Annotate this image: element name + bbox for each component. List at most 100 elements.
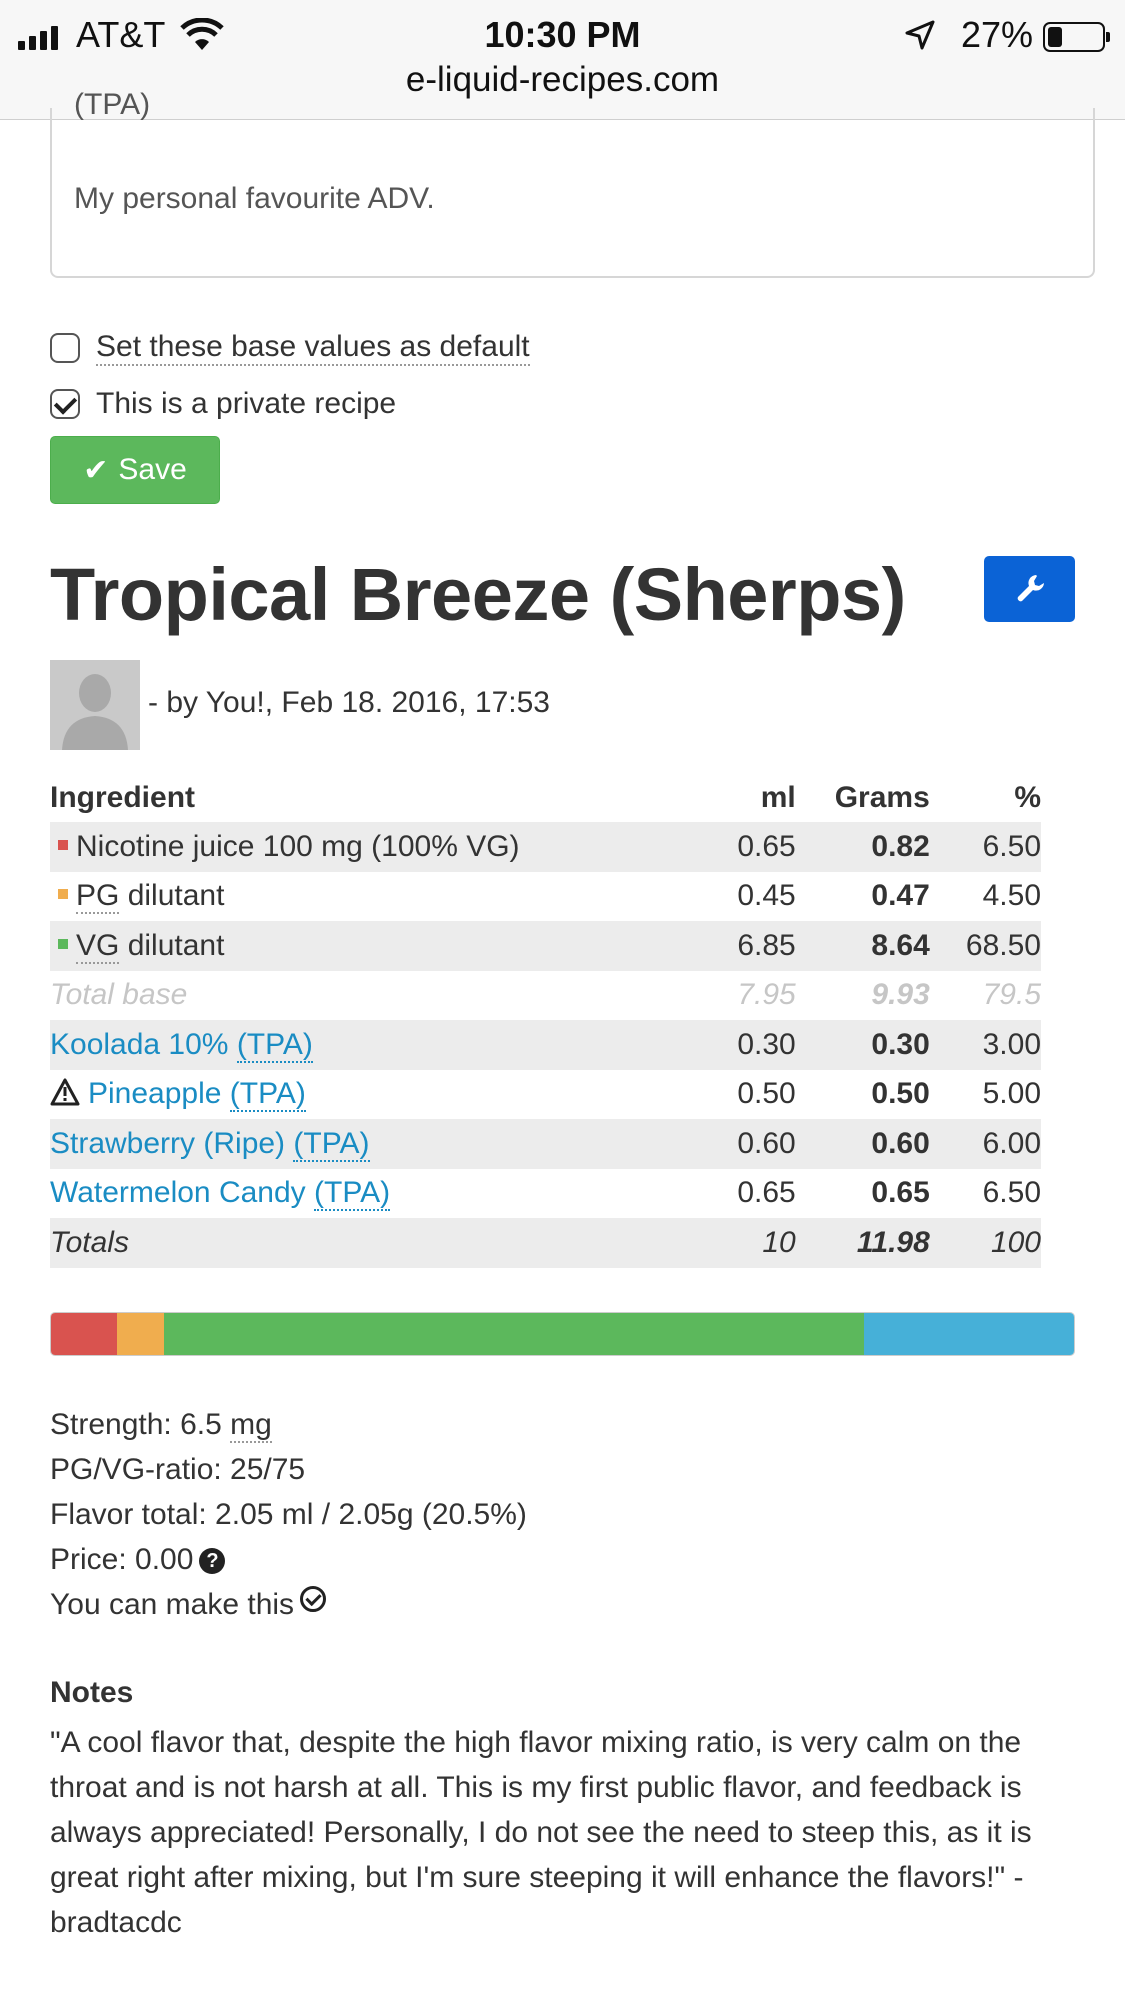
checkmark-icon: ✔ (83, 453, 109, 487)
color-swatch (58, 938, 68, 949)
ml-value: 10 (686, 1218, 796, 1268)
carrier-label: AT&T (76, 14, 166, 55)
strength-label: Strength: 6.5 (50, 1408, 231, 1441)
make-label: You can make this (50, 1588, 295, 1621)
flavor-name[interactable]: Watermelon Candy (50, 1176, 314, 1210)
save-button-label: Save (118, 453, 187, 486)
address-bar-url[interactable]: e-liquid-recipes.com (405, 60, 720, 99)
question-icon[interactable]: ? (199, 1548, 226, 1574)
ingredient-name: Nicotine juice 100 mg (100% VG) (76, 829, 520, 863)
percent-value: 3.00 (929, 1020, 1041, 1070)
grams-value: 11.98 (795, 1218, 930, 1268)
grams-value: 0.50 (871, 1077, 930, 1111)
ml-value: 0.60 (686, 1119, 796, 1169)
strength-line: Strength: 6.5 mg (50, 1402, 527, 1447)
status-bar: AT&T 10:30 PM 27% e-liquid-recipes.com (0, 0, 1125, 120)
edit-tools-button[interactable] (984, 556, 1075, 622)
flavor-vendor[interactable]: (TPA) (314, 1176, 391, 1212)
table-row: Pineapple (TPA) 0.50 0.50 5.00 (50, 1070, 1041, 1120)
recipe-byline: - by You!, Feb 18. 2016, 17:53 (148, 686, 550, 719)
private-recipe-label[interactable]: This is a private recipe (96, 387, 397, 420)
grams-value: 8.64 (795, 921, 930, 971)
battery-icon (1043, 22, 1110, 52)
ingredients-table: Ingredient ml Grams % Nicotine juice 100… (50, 774, 1041, 1268)
table-row: PG dilutant 0.45 0.47 4.50 (50, 872, 1041, 922)
notes-text: "A cool flavor that, despite the high fl… (50, 1726, 1032, 1939)
flavor-name[interactable]: Pineapple (88, 1077, 230, 1111)
description-textarea[interactable]: (TPA) My personal favourite ADV. (50, 88, 1095, 278)
ingredient-abbr: PG (76, 879, 120, 915)
default-base-checkbox[interactable] (50, 333, 80, 363)
total-base-label: Total base (50, 978, 188, 1012)
flavor-link[interactable]: Watermelon Candy (TPA) (50, 1176, 391, 1212)
check-circle-icon (300, 1586, 327, 1612)
percent-value: 79.5 (982, 978, 1041, 1012)
percent-value: 5.00 (982, 1077, 1041, 1111)
flavor-link[interactable]: Strawberry (Ripe) (TPA) (50, 1126, 370, 1162)
totals-label: Totals (50, 1218, 687, 1268)
user-silhouette-icon (50, 660, 140, 750)
flavor-total-line: Flavor total: 2.05 ml / 2.05g (20.5%) (50, 1498, 527, 1531)
composition-segment (864, 1313, 1074, 1355)
grams-value: 0.65 (871, 1176, 930, 1210)
flavor-name[interactable]: Strawberry (Ripe) (50, 1126, 294, 1160)
table-row: Strawberry (Ripe) (TPA) 0.60 0.60 6.00 (50, 1119, 1041, 1169)
default-base-option[interactable]: Set these base values as default (50, 330, 530, 366)
private-recipe-checkbox[interactable] (50, 389, 80, 419)
flavor-name[interactable]: Koolada 10% (50, 1027, 237, 1061)
percent-value: 6.50 (929, 822, 1041, 872)
signal-icon (18, 24, 58, 50)
price-label: Price: 0.00 (50, 1543, 194, 1576)
percent-value: 6.50 (982, 1176, 1041, 1210)
flavor-vendor[interactable]: (TPA) (293, 1126, 370, 1162)
recipe-title: Tropical Breeze (Sherps) (50, 553, 906, 636)
table-row: Watermelon Candy (TPA) 0.65 0.65 6.50 (50, 1169, 1041, 1219)
ml-value: 0.65 (737, 1176, 796, 1210)
ml-value: 0.50 (737, 1077, 796, 1111)
grams-value: 0.47 (871, 879, 930, 913)
wifi-icon (180, 18, 224, 50)
percent-value: 68.50 (929, 921, 1041, 971)
color-swatch (58, 839, 68, 850)
private-recipe-option[interactable]: This is a private recipe (50, 387, 396, 421)
ml-value: 7.95 (737, 978, 796, 1012)
color-swatch (58, 889, 68, 900)
avatar (50, 660, 140, 750)
price-line: Price: 0.00? (50, 1537, 527, 1582)
battery-percent: 27% (960, 14, 1033, 55)
wrench-icon (1017, 575, 1044, 602)
totals-row: Totals 10 11.98 100 (50, 1218, 1041, 1268)
flavor-vendor[interactable]: (TPA) (229, 1077, 306, 1113)
ratio-line: PG/VG-ratio: 25/75 (50, 1453, 306, 1486)
ml-value: 0.30 (686, 1020, 796, 1070)
flavor-link[interactable]: Koolada 10% (TPA) (50, 1027, 313, 1063)
clock: 10:30 PM (484, 14, 641, 55)
grams-value: 0.30 (795, 1020, 930, 1070)
flavor-vendor[interactable]: (TPA) (236, 1027, 313, 1063)
percent-value: 100 (929, 1218, 1041, 1268)
percent-value: 6.00 (929, 1119, 1041, 1169)
composition-segment (163, 1313, 865, 1355)
save-button[interactable]: ✔ Save (50, 436, 220, 504)
table-row: Koolada 10% (TPA) 0.30 0.30 3.00 (50, 1020, 1041, 1070)
flavor-link[interactable]: Pineapple (TPA) (88, 1077, 306, 1113)
header-grams: Grams (834, 781, 930, 814)
ml-value: 0.65 (686, 822, 796, 872)
default-base-label[interactable]: Set these base values as default (96, 330, 530, 366)
composition-segment (117, 1313, 164, 1355)
notes-heading: Notes (50, 1676, 134, 1709)
description-text: My personal favourite ADV. (74, 182, 435, 215)
ingredient-name: dilutant (119, 928, 225, 962)
composition-bar (50, 1312, 1075, 1356)
ml-value: 6.85 (686, 921, 796, 971)
composition-segment (51, 1313, 118, 1355)
ingredient-name: dilutant (119, 879, 225, 913)
header-ml: ml (760, 781, 796, 814)
ml-value: 0.45 (737, 879, 796, 913)
header-percent: % (1014, 781, 1041, 814)
make-line: You can make this (50, 1582, 527, 1627)
location-arrow-icon (905, 20, 935, 50)
warning-icon[interactable] (50, 1078, 80, 1106)
total-base-row: Total base 7.95 9.93 79.5 (50, 971, 1041, 1021)
grams-value: 0.60 (795, 1119, 930, 1169)
